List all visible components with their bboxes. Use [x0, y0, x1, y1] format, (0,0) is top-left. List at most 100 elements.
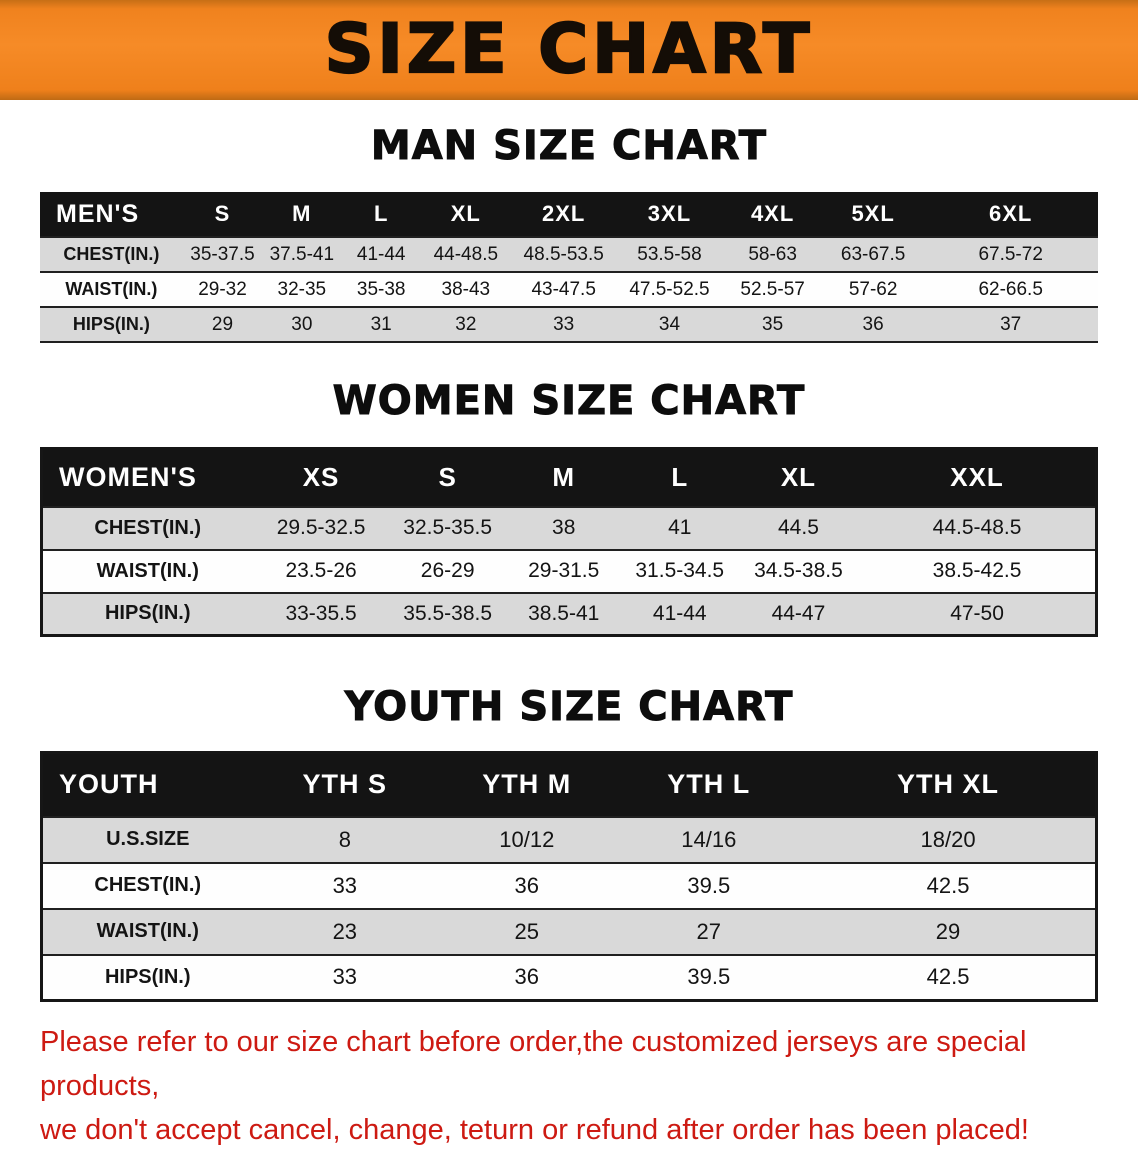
- men-size-header: L: [341, 192, 421, 237]
- men-value-cell: 53.5-58: [616, 236, 723, 272]
- youth-value-cell: 42.5: [801, 953, 1097, 1002]
- men-value-cell: 38-43: [420, 271, 511, 307]
- youth-value-cell: 33: [252, 861, 438, 909]
- men-value-cell: 32-35: [262, 271, 342, 307]
- women-value-cell: 32.5-35.5: [389, 505, 506, 550]
- women-value-cell: 23.5-26: [252, 548, 390, 593]
- women-table-row: HIPS(IN.) 33-35.5 35.5-38.5 38.5-41 41-44 44-…: [41, 591, 1097, 637]
- men-table-row: CHEST(IN.) 35-37.5 37.5-41 41-44 44-48.5 48.5…: [40, 236, 1098, 272]
- men-value-cell: 63-67.5: [822, 236, 924, 272]
- women-size-header: M: [505, 448, 622, 507]
- women-value-cell: 44.5: [737, 505, 860, 550]
- women-table-label: WOMEN'S: [41, 448, 253, 507]
- youth-table-row: CHEST(IN.) 33 36 39.5 42.5: [41, 861, 1097, 909]
- notice-line-1: Please refer to our size chart before or…: [40, 1026, 1027, 1102]
- men-value-cell: 36: [822, 306, 924, 343]
- women-value-cell: 41-44: [621, 591, 738, 637]
- men-size-table: MEN'S S M L XL 2XL 3XL 4XL 5XL 6XL CHEST(IN.) 35-3…: [40, 192, 1098, 343]
- youth-size-header: YTH M: [437, 752, 617, 817]
- men-size-header: 2XL: [510, 192, 617, 237]
- youth-size-header: YTH S: [252, 752, 438, 817]
- men-section-title: MAN SIZE CHART: [370, 123, 768, 170]
- women-table-row: CHEST(IN.) 29.5-32.5 32.5-35.5 38 41 44.5 44.5…: [41, 505, 1097, 550]
- men-value-cell: 48.5-53.5: [510, 236, 617, 272]
- size-chart-banner: SIZE CHART: [0, 0, 1138, 100]
- men-size-header: 3XL: [616, 192, 723, 237]
- youth-value-cell: 18/20: [801, 815, 1097, 863]
- men-size-header: S: [182, 192, 263, 237]
- men-section: MAN SIZE CHART MEN'S S M L XL 2XL 3XL 4XL 5XL 6XL…: [0, 122, 1138, 343]
- men-value-cell: 35-37.5: [182, 236, 263, 272]
- men-value-cell: 43-47.5: [510, 271, 617, 307]
- men-value-cell: 67.5-72: [923, 236, 1098, 272]
- men-table-row: HIPS(IN.) 29 30 31 32 33 34 35 36 37: [40, 306, 1098, 343]
- men-value-cell: 37.5-41: [262, 236, 342, 272]
- women-table-header-row: WOMEN'S XS S M L XL XXL: [41, 448, 1097, 507]
- women-value-cell: 26-29: [389, 548, 506, 593]
- men-table-body: CHEST(IN.) 35-37.5 37.5-41 41-44 44-48.5 48.5…: [40, 236, 1098, 343]
- women-size-header: XS: [252, 448, 390, 507]
- women-value-cell: 47-50: [859, 591, 1097, 637]
- youth-value-cell: 14/16: [616, 815, 802, 863]
- men-value-cell: 57-62: [822, 271, 924, 307]
- women-value-cell: 29.5-32.5: [252, 505, 390, 550]
- banner-title: SIZE CHART: [323, 10, 814, 89]
- youth-value-cell: 8: [252, 815, 438, 863]
- women-value-cell: 44.5-48.5: [859, 505, 1097, 550]
- youth-size-table: YOUTH YTH S YTH M YTH L YTH XL U.S.SIZE 8 10/1…: [40, 751, 1098, 1002]
- women-size-header: S: [389, 448, 506, 507]
- youth-value-cell: 29: [801, 907, 1097, 955]
- women-table-body: CHEST(IN.) 29.5-32.5 32.5-35.5 38 41 44.5 44.5…: [41, 505, 1097, 637]
- women-table-row: WAIST(IN.) 23.5-26 26-29 29-31.5 31.5-34.5 34…: [41, 548, 1097, 593]
- men-value-cell: 47.5-52.5: [616, 271, 723, 307]
- men-size-header: 6XL: [923, 192, 1098, 237]
- youth-value-cell: 25: [437, 907, 617, 955]
- youth-value-cell: 39.5: [616, 953, 802, 1002]
- women-size-header: XL: [737, 448, 860, 507]
- men-value-cell: 35: [722, 306, 823, 343]
- women-value-cell: 29-31.5: [505, 548, 622, 593]
- youth-value-cell: 23: [252, 907, 438, 955]
- women-size-table: WOMEN'S XS S M L XL XXL CHEST(IN.) 29.5-32.5 32.…: [40, 447, 1098, 637]
- women-size-header: L: [621, 448, 738, 507]
- youth-table-body: U.S.SIZE 8 10/12 14/16 18/20 CHEST(IN.) 33 36 39…: [41, 815, 1097, 1002]
- men-value-cell: 62-66.5: [923, 271, 1098, 307]
- youth-value-cell: 39.5: [616, 861, 802, 909]
- men-size-header: 5XL: [822, 192, 924, 237]
- youth-row-label: U.S.SIZE: [41, 815, 253, 863]
- men-value-cell: 32: [420, 306, 511, 343]
- men-value-cell: 33: [510, 306, 617, 343]
- youth-value-cell: 36: [437, 953, 617, 1002]
- women-value-cell: 33-35.5: [252, 591, 390, 637]
- youth-value-cell: 10/12: [437, 815, 617, 863]
- youth-section: YOUTH SIZE CHART YOUTH YTH S YTH M YTH L YTH…: [0, 683, 1138, 1002]
- men-size-header: 4XL: [722, 192, 823, 237]
- men-size-header: XL: [420, 192, 511, 237]
- men-value-cell: 29-32: [182, 271, 263, 307]
- youth-size-header: YTH XL: [801, 752, 1097, 817]
- youth-table-row: U.S.SIZE 8 10/12 14/16 18/20: [41, 815, 1097, 863]
- women-row-label: HIPS(IN.): [41, 591, 253, 637]
- youth-row-label: HIPS(IN.): [41, 953, 253, 1002]
- men-row-label: CHEST(IN.): [40, 236, 183, 272]
- youth-value-cell: 36: [437, 861, 617, 909]
- men-table-label: MEN'S: [40, 192, 183, 237]
- notice-line-2: we don't accept cancel, change, teturn o…: [40, 1114, 1029, 1146]
- women-value-cell: 41: [621, 505, 738, 550]
- men-size-header: M: [262, 192, 342, 237]
- men-value-cell: 29: [182, 306, 263, 343]
- women-section: WOMEN SIZE CHART WOMEN'S XS S M L XL XXL CHEST…: [0, 377, 1138, 637]
- women-value-cell: 38.5-42.5: [859, 548, 1097, 593]
- youth-section-title: YOUTH SIZE CHART: [344, 684, 794, 731]
- men-value-cell: 37: [923, 306, 1098, 343]
- women-value-cell: 44-47: [737, 591, 860, 637]
- men-row-label: HIPS(IN.): [40, 306, 183, 343]
- men-value-cell: 52.5-57: [722, 271, 823, 307]
- women-value-cell: 38.5-41: [505, 591, 622, 637]
- men-value-cell: 58-63: [722, 236, 823, 272]
- youth-value-cell: 42.5: [801, 861, 1097, 909]
- men-value-cell: 30: [262, 306, 342, 343]
- men-value-cell: 44-48.5: [420, 236, 511, 272]
- women-value-cell: 35.5-38.5: [389, 591, 506, 637]
- youth-size-header: YTH L: [616, 752, 802, 817]
